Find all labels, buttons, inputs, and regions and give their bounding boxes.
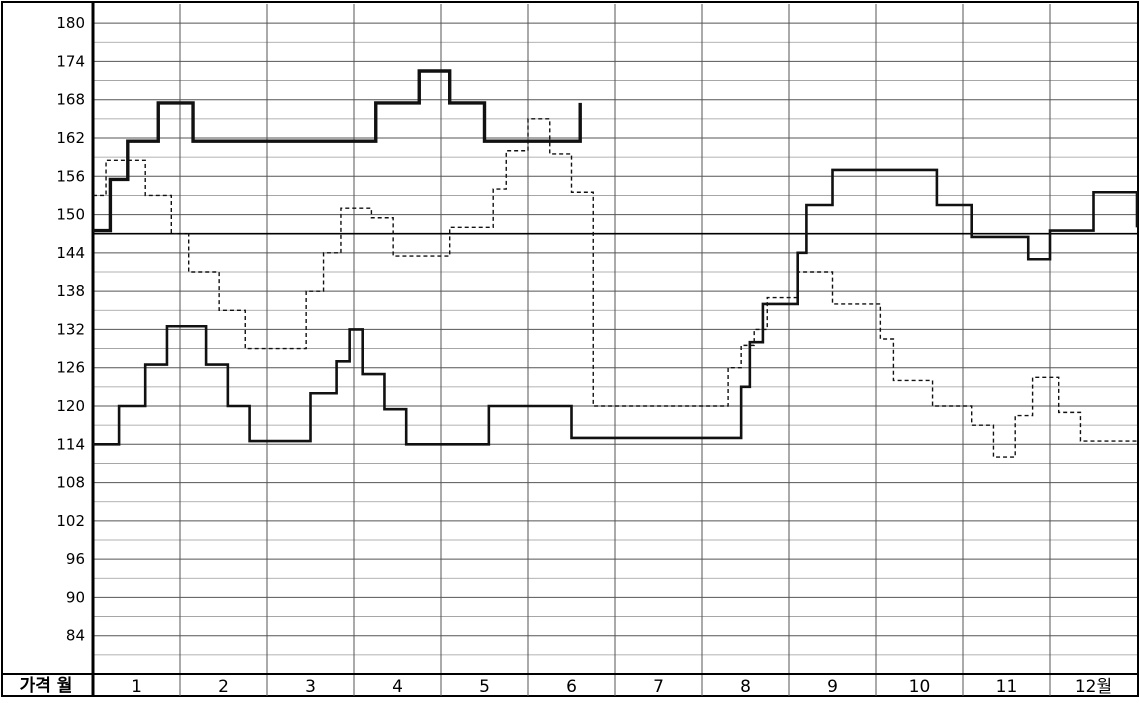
series-line-dashed bbox=[93, 118, 1137, 458]
y-tick-label: 132 bbox=[56, 320, 85, 338]
x-axis-ticks: 1 2 3 4 5 6 7 8 9 10 11 12월 bbox=[131, 677, 1112, 697]
y-tick-label: 120 bbox=[56, 397, 85, 415]
x-tick-label: 9 bbox=[827, 677, 838, 697]
y-tick-label: 174 bbox=[56, 52, 85, 70]
y-tick-label: 96 bbox=[66, 550, 85, 568]
y-tick-label: 168 bbox=[56, 91, 85, 109]
y-tick-label: 84 bbox=[66, 627, 85, 645]
y-tick-label: 90 bbox=[66, 588, 85, 606]
x-tick-label: 5 bbox=[479, 677, 490, 697]
series-lines bbox=[93, 69, 1139, 458]
corner-label: 가격 월 bbox=[20, 676, 73, 696]
series-line-solid bbox=[93, 168, 1139, 446]
x-tick-label: 10 bbox=[909, 677, 931, 697]
y-tick-label: 138 bbox=[56, 282, 85, 300]
y-tick-label: 108 bbox=[56, 474, 85, 492]
x-tick-label: 2 bbox=[218, 677, 229, 697]
x-tick-label: 4 bbox=[392, 677, 403, 697]
y-tick-label: 114 bbox=[56, 435, 85, 453]
x-tick-label: 3 bbox=[305, 677, 316, 697]
series-line-thick-solid bbox=[93, 69, 582, 233]
y-tick-label: 126 bbox=[56, 359, 85, 377]
x-tick-label: 6 bbox=[566, 677, 577, 697]
y-tick-label: 180 bbox=[56, 14, 85, 32]
y-axis-ticks: 84 90 96 102 108 114 120 126 132 138 144 150 156 162 1… bbox=[56, 14, 85, 645]
x-tick-label: 12월 bbox=[1075, 677, 1112, 697]
x-tick-label: 8 bbox=[740, 677, 751, 697]
y-tick-label: 162 bbox=[56, 129, 85, 147]
x-tick-label: 1 bbox=[131, 677, 142, 697]
x-tick-label: 11 bbox=[996, 677, 1018, 697]
y-tick-label: 156 bbox=[56, 167, 85, 185]
y-tick-label: 150 bbox=[56, 206, 85, 224]
x-tick-label: 7 bbox=[653, 677, 664, 697]
y-tick-label: 144 bbox=[56, 244, 85, 262]
y-tick-label: 102 bbox=[56, 512, 85, 530]
